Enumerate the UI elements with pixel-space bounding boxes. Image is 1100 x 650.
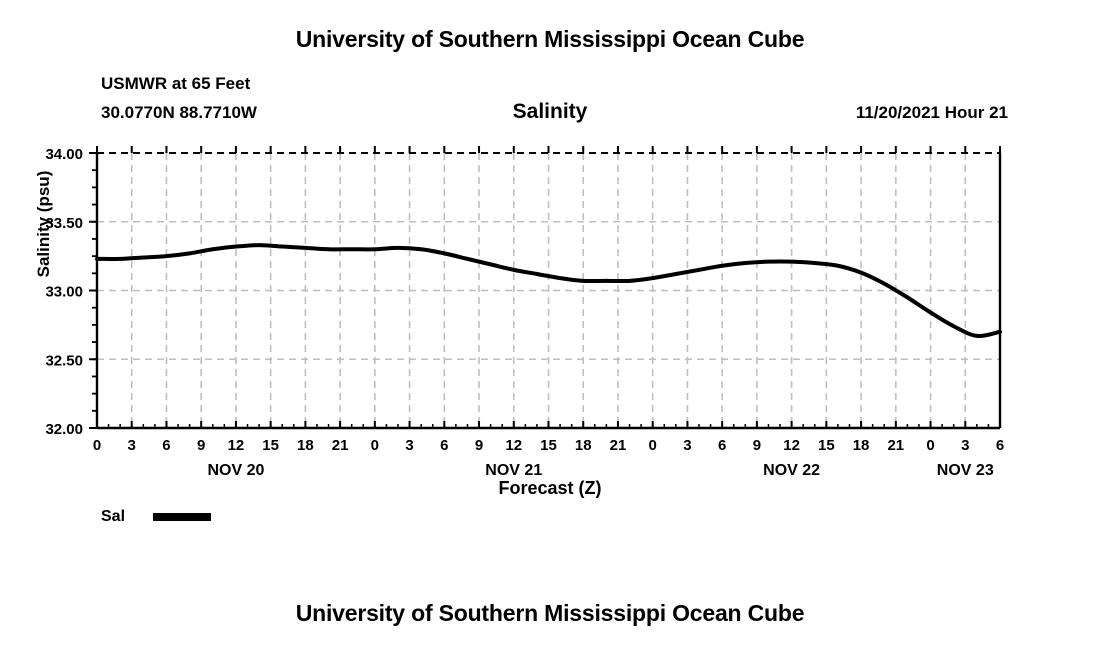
- svg-text:9: 9: [475, 437, 483, 454]
- svg-text:15: 15: [262, 437, 279, 454]
- svg-text:9: 9: [753, 437, 761, 454]
- station-label: USMWR at 65 Feet: [101, 74, 251, 93]
- axis-ticks: [89, 146, 1001, 429]
- chart-legend: Sal: [101, 508, 211, 526]
- svg-text:0: 0: [93, 437, 101, 454]
- svg-text:6: 6: [718, 437, 726, 454]
- svg-text:6: 6: [162, 437, 170, 454]
- svg-text:6: 6: [440, 437, 448, 454]
- svg-text:18: 18: [575, 437, 592, 454]
- svg-text:21: 21: [332, 437, 349, 454]
- day-labels: NOV 20 NOV 21 NOV 22 NOV 23: [207, 462, 993, 479]
- run-time-label: 11/20/2021 Hour 21: [855, 103, 1008, 122]
- svg-text:3: 3: [405, 437, 413, 454]
- svg-text:18: 18: [297, 437, 314, 454]
- page-title: University of Southern Mississippi Ocean…: [295, 26, 805, 52]
- svg-text:12: 12: [505, 437, 522, 454]
- svg-text:12: 12: [783, 437, 800, 454]
- svg-text:21: 21: [887, 437, 904, 454]
- variable-title: Salinity: [512, 100, 588, 123]
- axis-frame: [95, 152, 1002, 430]
- svg-text:21: 21: [610, 437, 627, 454]
- svg-text:6: 6: [996, 437, 1004, 454]
- legend-swatch-sal: [153, 513, 211, 521]
- svg-text:3: 3: [683, 437, 691, 454]
- svg-text:18: 18: [853, 437, 870, 454]
- y-axis-title: Salinity (psu): [34, 170, 53, 278]
- svg-text:32.00: 32.00: [45, 421, 83, 438]
- grid-lines: [97, 152, 1000, 429]
- svg-text:33.00: 33.00: [45, 284, 83, 301]
- svg-text:NOV 20: NOV 20: [207, 462, 264, 479]
- svg-text:NOV 21: NOV 21: [485, 462, 542, 479]
- coordinates-label: 30.0770N 88.7710W: [101, 103, 257, 122]
- svg-text:9: 9: [197, 437, 205, 454]
- svg-text:33.50: 33.50: [45, 215, 83, 232]
- footer-title: University of Southern Mississippi Ocean…: [295, 600, 805, 626]
- svg-text:32.50: 32.50: [45, 352, 83, 369]
- svg-text:0: 0: [371, 437, 379, 454]
- svg-text:15: 15: [540, 437, 557, 454]
- svg-text:NOV 22: NOV 22: [763, 462, 820, 479]
- svg-text:34.00: 34.00: [45, 146, 83, 163]
- tick-labels: 34.00 33.50 33.00 32.50 32.00 0 3 6 9 12 15 18 21 0 3 6…: [45, 146, 1004, 454]
- svg-text:3: 3: [961, 437, 969, 454]
- svg-text:12: 12: [228, 437, 245, 454]
- svg-text:NOV 23: NOV 23: [937, 462, 994, 479]
- legend-label-sal: Sal: [101, 508, 126, 525]
- svg-text:0: 0: [926, 437, 934, 454]
- x-axis-title: Forecast (Z): [498, 478, 602, 498]
- svg-text:0: 0: [649, 437, 657, 454]
- data-series-sal: [95, 243, 1002, 338]
- svg-text:15: 15: [818, 437, 835, 454]
- svg-text:3: 3: [128, 437, 136, 454]
